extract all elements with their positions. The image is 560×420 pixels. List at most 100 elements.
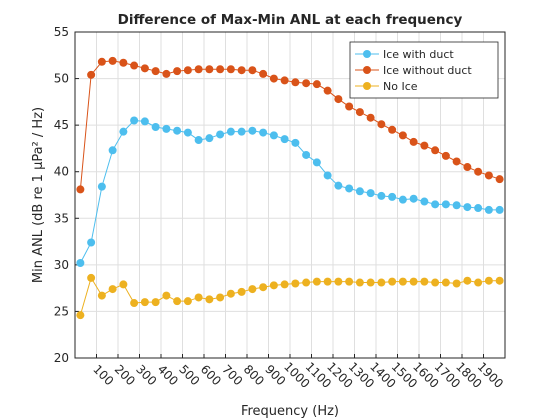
y-tick-label: 20 [54,351,69,365]
x-tick-label: 800 [241,362,267,388]
data-point [495,276,504,285]
data-point [140,117,149,126]
data-point [151,123,160,132]
data-point [259,128,268,137]
data-point [205,295,214,304]
data-point [226,289,235,298]
legend-marker [363,82,371,90]
data-point [323,277,332,286]
data-point [259,69,268,78]
data-point [312,158,321,167]
data-point [205,65,214,74]
y-tick-label: 30 [54,258,69,272]
data-point [366,189,375,198]
data-point [173,67,182,76]
data-point [345,102,354,111]
data-point [248,285,257,294]
x-tick-label: 200 [112,362,138,388]
data-point [76,311,85,320]
data-point [130,299,139,308]
chart-title: Difference of Max-Min ANL at each freque… [118,12,463,28]
data-point [194,65,203,74]
data-point [409,277,418,286]
data-point [237,127,246,136]
data-point [302,150,311,159]
data-point [345,277,354,286]
data-point [269,74,278,83]
x-axis-label: Frequency (Hz) [241,404,339,419]
data-point [388,277,397,286]
data-point [441,278,450,287]
data-point [484,276,493,285]
data-point [420,197,429,206]
data-point [366,278,375,287]
data-point [237,66,246,75]
data-point [484,205,493,214]
series-line [79,276,500,316]
data-point [87,70,96,79]
data-point [183,297,192,306]
data-point [173,297,182,306]
data-point [216,65,225,74]
data-point [216,130,225,139]
data-point [398,195,407,204]
data-point [87,238,96,247]
data-point [355,187,364,196]
data-point [76,258,85,267]
data-point [420,141,429,150]
data-point [474,204,483,213]
data-point [194,136,203,145]
x-tick-label: 400 [155,362,181,388]
data-point [388,192,397,201]
data-point [269,131,278,140]
axes-box [74,31,506,359]
data-point [130,116,139,125]
series-line [79,60,500,190]
data-point [323,171,332,180]
legend-marker [363,50,371,58]
data-point [345,184,354,193]
data-point [151,67,160,76]
legend-marker [363,66,371,74]
data-point [495,205,504,214]
data-point [140,64,149,73]
data-point [226,127,235,136]
series-line [79,119,500,264]
data-point [398,277,407,286]
data-point [108,146,117,155]
data-point [291,78,300,87]
x-tick-label: 100 [90,362,116,388]
data-point [355,278,364,287]
data-point [398,131,407,140]
data-point [355,108,364,117]
data-point [226,65,235,74]
y-tick-label: 55 [54,25,69,39]
x-tick-label: 300 [133,362,159,388]
data-point [388,125,397,134]
data-point [377,278,386,287]
data-point [291,138,300,147]
data-point [119,127,128,136]
data-point [130,61,139,70]
data-point [452,279,461,288]
data-point [183,128,192,137]
data-point [87,273,96,282]
data-point [377,120,386,129]
x-tick-label: 700 [219,362,245,388]
data-point [409,194,418,203]
data-point [431,146,440,155]
data-point [237,287,246,296]
data-point [194,293,203,302]
y-tick-label: 40 [54,165,69,179]
data-point [334,181,343,190]
x-tick-label: 500 [176,362,202,388]
data-point [302,278,311,287]
data-point [162,124,171,133]
data-point [463,276,472,285]
data-point [162,69,171,78]
data-point [291,279,300,288]
data-point [280,280,289,289]
data-point [76,185,85,194]
legend-label: Ice with duct [383,48,454,61]
